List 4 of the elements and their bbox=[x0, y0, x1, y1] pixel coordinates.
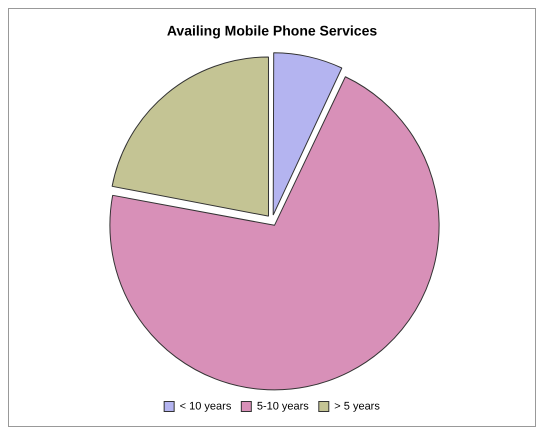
legend-label: 5-10 years bbox=[256, 400, 310, 413]
legend-label: < 10 years bbox=[180, 400, 232, 413]
chart-title: Availing Mobile Phone Services bbox=[166, 22, 378, 38]
legend-label: > 5 years bbox=[334, 400, 380, 413]
